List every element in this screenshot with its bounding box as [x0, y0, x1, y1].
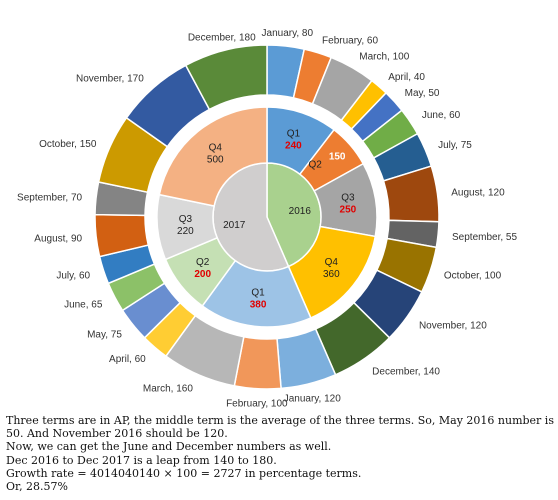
- month-label-2017-october: October, 150: [39, 139, 97, 150]
- month-label-2017-november: November, 170: [76, 74, 144, 85]
- month-label-2017-june: June, 65: [64, 300, 103, 311]
- month-label-2017-january: January, 120: [284, 393, 342, 404]
- month-label-2016-january: January, 80: [262, 28, 314, 39]
- quarter-name-2016-q1: Q1: [287, 128, 301, 139]
- quarter-name-2017-q4: Q4: [209, 142, 223, 153]
- quarter-value-2017-q1: 380: [250, 300, 267, 311]
- month-label-2016-may: May, 50: [405, 88, 440, 99]
- month-label-2016-june: June, 60: [422, 110, 461, 121]
- center-label-2016: 2016: [289, 206, 312, 217]
- month-label-2017-february: February, 100: [226, 399, 288, 410]
- chart-canvas: 20162017Q1240Q2150Q3250Q4360Q1380Q2200Q3…: [17, 28, 517, 410]
- quarter-name-2016-q3: Q3: [341, 193, 355, 204]
- quarter-name-2016-q4: Q4: [325, 257, 339, 268]
- quarter-value-2017-q4: 500: [207, 154, 224, 165]
- quarter-value-2016-q4: 360: [323, 269, 340, 280]
- quarter-value-2016-q1: 240: [285, 140, 302, 151]
- month-label-2017-march: March, 160: [143, 384, 193, 395]
- month-label-2016-july: July, 75: [438, 140, 472, 151]
- month-wedge-2017-december: [184, 44, 268, 111]
- quarter-value-2017-q3: 220: [177, 226, 194, 237]
- month-label-2017-december: December, 180: [188, 33, 256, 44]
- quarter-name-2017-q2: Q2: [196, 257, 210, 268]
- quarter-name-2017-q3: Q3: [179, 214, 193, 225]
- solution-line-2: Now, we can get the June and December nu…: [6, 440, 332, 454]
- sunburst-chart: 2016 2017 Q1 240 Q2 150 Q3 250 Q4 360 Q1 380 Q2 200 Q3…: [17, 28, 517, 410]
- solution-text: Three terms are in AP, the middle term i…: [6, 414, 556, 493]
- month-label-2016-february: February, 60: [322, 35, 378, 46]
- quarter-wedge-2017-q4: [158, 106, 268, 207]
- month-label-2016-november: November, 120: [419, 320, 487, 331]
- month-label-2017-may: May, 75: [87, 329, 122, 340]
- solution-line-5: Or, 28.57%: [6, 480, 69, 494]
- solution-line-1: Three terms are in AP, the middle term i…: [6, 414, 554, 441]
- solution-line-3: Dec 2016 to Dec 2017 is a leap from 140 …: [6, 453, 277, 467]
- month-label-2016-october: October, 100: [444, 270, 502, 281]
- month-label-2016-april: April, 40: [388, 72, 425, 83]
- month-label-2016-march: March, 100: [359, 51, 409, 62]
- quarter-value-2017-q2: 200: [194, 269, 211, 280]
- center-label-2017: 2017: [223, 220, 246, 231]
- month-label-2017-april: April, 60: [109, 354, 146, 365]
- quarter-name-2017-q1: Q1: [251, 288, 265, 299]
- month-label-2016-december: December, 140: [372, 366, 440, 377]
- month-label-2017-august: August, 90: [34, 233, 82, 244]
- quarter-value-2016-q2: 150: [329, 152, 346, 163]
- quarter-value-2016-q3: 250: [340, 205, 357, 216]
- month-label-2016-september: September, 55: [452, 232, 517, 243]
- month-label-2017-september: September, 70: [17, 193, 82, 204]
- month-label-2017-july: July, 60: [56, 270, 90, 281]
- solution-line-4: Growth rate = 4014040140 × 100 = 2727 in…: [6, 466, 362, 480]
- month-label-2016-august: August, 120: [451, 188, 505, 199]
- quarter-name-2016-q2: Q2: [308, 160, 322, 171]
